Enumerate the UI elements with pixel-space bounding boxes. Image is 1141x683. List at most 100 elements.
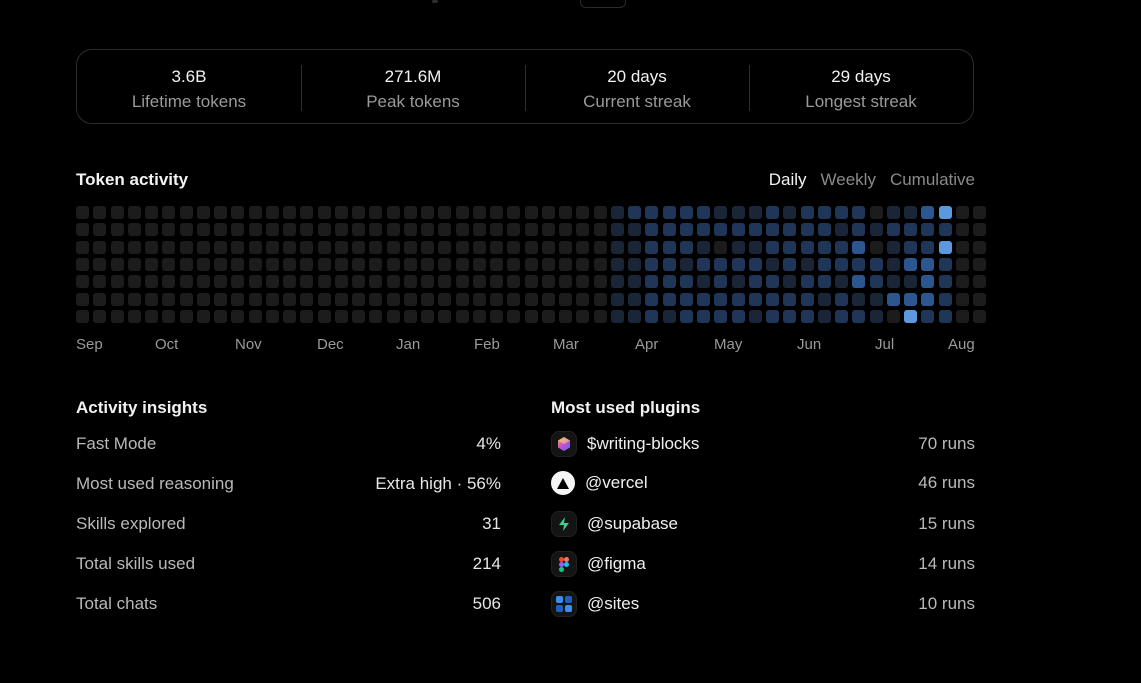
heatmap-cell[interactable]: [369, 206, 383, 219]
heatmap-cell[interactable]: [472, 275, 486, 289]
heatmap-cell[interactable]: [593, 257, 607, 271]
heatmap-cell[interactable]: [610, 275, 624, 289]
heatmap-cell[interactable]: [248, 257, 262, 271]
heatmap-cell[interactable]: [127, 223, 141, 237]
heatmap-cell[interactable]: [662, 240, 676, 254]
heatmap-cell[interactable]: [300, 206, 314, 219]
heatmap-cell[interactable]: [731, 292, 745, 306]
heatmap-cell[interactable]: [576, 257, 590, 271]
heatmap-cell[interactable]: [938, 206, 952, 219]
heatmap-cell[interactable]: [403, 275, 417, 289]
heatmap-cell[interactable]: [817, 275, 831, 289]
heatmap-cell[interactable]: [559, 223, 572, 237]
heatmap-cell[interactable]: [490, 309, 503, 323]
heatmap-cell[interactable]: [748, 309, 762, 323]
heatmap-cell[interactable]: [628, 275, 641, 289]
heatmap-cell[interactable]: [524, 257, 538, 271]
heatmap-cell[interactable]: [369, 292, 383, 306]
heatmap-cell[interactable]: [886, 275, 900, 289]
heatmap-cell[interactable]: [731, 309, 745, 323]
heatmap-cell[interactable]: [697, 309, 710, 323]
heatmap-cell[interactable]: [748, 292, 762, 306]
heatmap-cell[interactable]: [697, 292, 710, 306]
plugin-row[interactable]: @figma 14 runs: [551, 551, 975, 577]
heatmap-cell[interactable]: [196, 257, 210, 271]
heatmap-cell[interactable]: [921, 275, 935, 289]
plugin-row[interactable]: @sites 10 runs: [551, 591, 975, 617]
heatmap-cell[interactable]: [610, 223, 624, 237]
heatmap-cell[interactable]: [766, 275, 779, 289]
heatmap-cell[interactable]: [334, 206, 348, 219]
heatmap-cell[interactable]: [817, 292, 831, 306]
heatmap-cell[interactable]: [317, 309, 331, 323]
heatmap-cell[interactable]: [628, 257, 641, 271]
heatmap-cell[interactable]: [576, 275, 590, 289]
heatmap-cell[interactable]: [472, 309, 486, 323]
heatmap-cell[interactable]: [559, 257, 572, 271]
heatmap-cell[interactable]: [162, 292, 176, 306]
heatmap-cell[interactable]: [679, 257, 693, 271]
heatmap-cell[interactable]: [145, 240, 158, 254]
heatmap-cell[interactable]: [179, 257, 193, 271]
heatmap-cell[interactable]: [645, 240, 659, 254]
heatmap-cell[interactable]: [421, 309, 434, 323]
heatmap-cell[interactable]: [766, 206, 779, 219]
heatmap-cell[interactable]: [852, 275, 866, 289]
heatmap-cell[interactable]: [679, 240, 693, 254]
heatmap-cell[interactable]: [697, 275, 710, 289]
heatmap-cell[interactable]: [300, 257, 314, 271]
heatmap-cell[interactable]: [386, 292, 400, 306]
heatmap-cell[interactable]: [438, 292, 452, 306]
heatmap-cell[interactable]: [766, 257, 779, 271]
heatmap-cell[interactable]: [93, 206, 107, 219]
heatmap-cell[interactable]: [904, 257, 917, 271]
heatmap-cell[interactable]: [421, 206, 434, 219]
heatmap-cell[interactable]: [852, 292, 866, 306]
heatmap-cell[interactable]: [662, 292, 676, 306]
heatmap-cell[interactable]: [559, 206, 572, 219]
heatmap-cell[interactable]: [472, 223, 486, 237]
heatmap-cell[interactable]: [904, 206, 917, 219]
heatmap-cell[interactable]: [835, 223, 848, 237]
heatmap-cell[interactable]: [438, 257, 452, 271]
heatmap-cell[interactable]: [93, 240, 107, 254]
heatmap-cell[interactable]: [714, 309, 728, 323]
tab-daily[interactable]: Daily: [768, 170, 807, 189]
heatmap-cell[interactable]: [283, 240, 296, 254]
heatmap-cell[interactable]: [265, 206, 279, 219]
heatmap-cell[interactable]: [231, 206, 245, 219]
heatmap-cell[interactable]: [766, 240, 779, 254]
heatmap-cell[interactable]: [317, 275, 331, 289]
heatmap-cell[interactable]: [110, 292, 124, 306]
heatmap-cell[interactable]: [283, 257, 296, 271]
heatmap-cell[interactable]: [593, 206, 607, 219]
heatmap-cell[interactable]: [438, 240, 452, 254]
heatmap-cell[interactable]: [886, 206, 900, 219]
heatmap-cell[interactable]: [76, 292, 89, 306]
heatmap-cell[interactable]: [265, 257, 279, 271]
heatmap-cell[interactable]: [817, 206, 831, 219]
heatmap-cell[interactable]: [352, 206, 365, 219]
heatmap-cell[interactable]: [110, 206, 124, 219]
heatmap-cell[interactable]: [93, 275, 107, 289]
heatmap-cell[interactable]: [697, 223, 710, 237]
heatmap-cell[interactable]: [369, 223, 383, 237]
heatmap-cell[interactable]: [835, 240, 848, 254]
heatmap-cell[interactable]: [162, 309, 176, 323]
heatmap-cell[interactable]: [317, 223, 331, 237]
heatmap-cell[interactable]: [386, 309, 400, 323]
heatmap-cell[interactable]: [110, 275, 124, 289]
heatmap-cell[interactable]: [800, 206, 814, 219]
heatmap-cell[interactable]: [317, 292, 331, 306]
heatmap-cell[interactable]: [835, 275, 848, 289]
heatmap-cell[interactable]: [421, 240, 434, 254]
heatmap-cell[interactable]: [265, 275, 279, 289]
heatmap-cell[interactable]: [852, 309, 866, 323]
heatmap-cell[interactable]: [179, 240, 193, 254]
heatmap-cell[interactable]: [559, 292, 572, 306]
heatmap-cell[interactable]: [645, 275, 659, 289]
heatmap-cell[interactable]: [921, 240, 935, 254]
heatmap-cell[interactable]: [334, 292, 348, 306]
heatmap-cell[interactable]: [472, 292, 486, 306]
plugin-row[interactable]: @vercel 46 runs: [551, 471, 975, 495]
